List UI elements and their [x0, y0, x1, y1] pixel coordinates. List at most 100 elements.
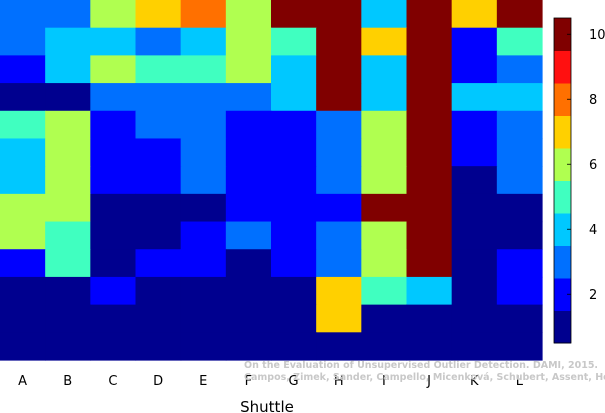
- heatmap-cell-J-3: [406, 83, 453, 112]
- heatmap-cell-B-1: [45, 27, 91, 56]
- heatmap-cell-A-9: [0, 249, 46, 278]
- heatmap-cell-D-7: [135, 193, 182, 223]
- heatmap-cell-A-7: [0, 193, 46, 223]
- heatmap-cell-A-12: [0, 332, 46, 361]
- heatmap-cell-H-3: [316, 83, 362, 112]
- x-tick-label-L: L: [516, 374, 524, 389]
- x-tick-label-K: K: [470, 374, 479, 389]
- heatmap-cell-E-9: [180, 249, 227, 278]
- x-tick-label-H: H: [334, 374, 344, 389]
- heatmap-cell-I-8: [361, 221, 408, 250]
- colorbar-segment-6: [554, 148, 571, 181]
- heatmap-cell-H-7: [316, 193, 362, 223]
- heatmap-cell-B-0: [45, 0, 91, 29]
- heatmap-cell-D-4: [135, 110, 182, 140]
- heatmap-cell-J-7: [406, 193, 453, 223]
- heatmap-cell-F-9: [225, 249, 272, 278]
- heatmap-cells: [0, 0, 543, 361]
- heatmap-cell-L-10: [496, 276, 543, 306]
- heatmap-cell-I-12: [361, 332, 408, 361]
- heatmap-cell-G-5: [271, 138, 317, 167]
- heatmap-cell-H-10: [316, 276, 362, 306]
- heatmap-cell-L-4: [496, 110, 543, 140]
- heatmap-cell-C-8: [90, 221, 137, 250]
- heatmap-cell-K-2: [451, 55, 498, 84]
- heatmap-cell-D-1: [135, 27, 182, 56]
- heatmap-cell-J-9: [406, 249, 453, 278]
- heatmap-cell-A-3: [0, 83, 46, 112]
- heatmap-cell-F-7: [225, 193, 272, 223]
- heatmap-cell-L-1: [496, 27, 543, 56]
- heatmap-cell-H-0: [316, 0, 362, 29]
- heatmap-cell-B-8: [45, 221, 91, 250]
- heatmap-cell-G-6: [271, 166, 317, 195]
- heatmap-cell-D-8: [135, 221, 182, 250]
- heatmap-cell-K-9: [451, 249, 498, 278]
- heatmap-cell-C-4: [90, 110, 137, 140]
- heatmap-cell-G-12: [271, 332, 317, 361]
- heatmap-cell-I-3: [361, 83, 408, 112]
- heatmap-cell-K-3: [451, 83, 498, 112]
- heatmap-cell-I-4: [361, 110, 408, 140]
- heatmap-cell-E-10: [180, 276, 227, 306]
- heatmap-cell-J-12: [406, 332, 453, 361]
- heatmap-cell-J-10: [406, 276, 453, 306]
- x-tick-label-C: C: [108, 374, 117, 389]
- heatmap-cell-K-8: [451, 221, 498, 250]
- heatmap-cell-D-3: [135, 83, 182, 112]
- heatmap-cell-B-5: [45, 138, 91, 167]
- heatmap-cell-G-9: [271, 249, 317, 278]
- heatmap-cell-A-8: [0, 221, 46, 250]
- heatmap-cell-H-12: [316, 332, 362, 361]
- heatmap-cell-L-11: [496, 304, 543, 333]
- heatmap-cell-B-10: [45, 276, 91, 306]
- heatmap-cell-E-11: [180, 304, 227, 333]
- heatmap-cell-K-1: [451, 27, 498, 56]
- heatmap-cell-I-2: [361, 55, 408, 84]
- colorbar-segment-1: [554, 310, 571, 344]
- heatmap-cell-A-6: [0, 166, 46, 195]
- heatmap-cell-E-4: [180, 110, 227, 140]
- heatmap-cell-H-9: [316, 249, 362, 278]
- heatmap-cell-D-9: [135, 249, 182, 278]
- heatmap-cell-J-4: [406, 110, 453, 140]
- heatmap-cell-L-12: [496, 332, 543, 361]
- annotation-line-2: Campos, Zimek, Sander, Campello, Micenko…: [244, 372, 605, 383]
- heatmap-cell-J-0: [406, 0, 453, 29]
- x-tick-label-D: D: [153, 374, 163, 389]
- heatmap-cell-F-6: [225, 166, 272, 195]
- heatmap-cell-J-8: [406, 221, 453, 250]
- heatmap-cell-D-6: [135, 166, 182, 195]
- heatmap-cell-F-3: [225, 83, 272, 112]
- heatmap-cell-A-0: [0, 0, 46, 29]
- heatmap-cell-G-1: [271, 27, 317, 56]
- heatmap-cell-F-5: [225, 138, 272, 167]
- colorbar-frame: [553, 17, 572, 344]
- heatmap-cell-F-2: [225, 55, 272, 84]
- heatmap-cell-H-5: [316, 138, 362, 167]
- heatmap-cell-K-0: [451, 0, 498, 29]
- colorbar-segment-9: [554, 50, 571, 84]
- heatmap-cell-I-5: [361, 138, 408, 167]
- heatmap-cell-F-4: [225, 110, 272, 140]
- heatmap-cell-G-7: [271, 193, 317, 223]
- heatmap-cell-C-3: [90, 83, 137, 112]
- x-tick-label-F: F: [245, 374, 252, 389]
- heatmap-cell-L-7: [496, 193, 543, 223]
- heatmap-cell-L-3: [496, 83, 543, 112]
- heatmap-cell-C-10: [90, 276, 137, 306]
- heatmap-cell-J-6: [406, 166, 453, 195]
- heatmap-cell-H-2: [316, 55, 362, 84]
- annotation-line-1: On the Evaluation of Unsupervised Outlie…: [244, 360, 598, 371]
- heatmap-cell-I-9: [361, 249, 408, 278]
- colorbar-segment-4: [554, 213, 571, 246]
- colorbar-tick-label-4: 4: [589, 223, 597, 238]
- heatmap-cell-K-10: [451, 276, 498, 306]
- heatmap-cell-I-0: [361, 0, 408, 29]
- heatmap-cell-E-1: [180, 27, 227, 56]
- heatmap-cell-K-4: [451, 110, 498, 140]
- colorbar-segment-10: [554, 18, 571, 51]
- heatmap-cell-G-11: [271, 304, 317, 333]
- heatmap-cell-F-8: [225, 221, 272, 250]
- heatmap-cell-D-11: [135, 304, 182, 333]
